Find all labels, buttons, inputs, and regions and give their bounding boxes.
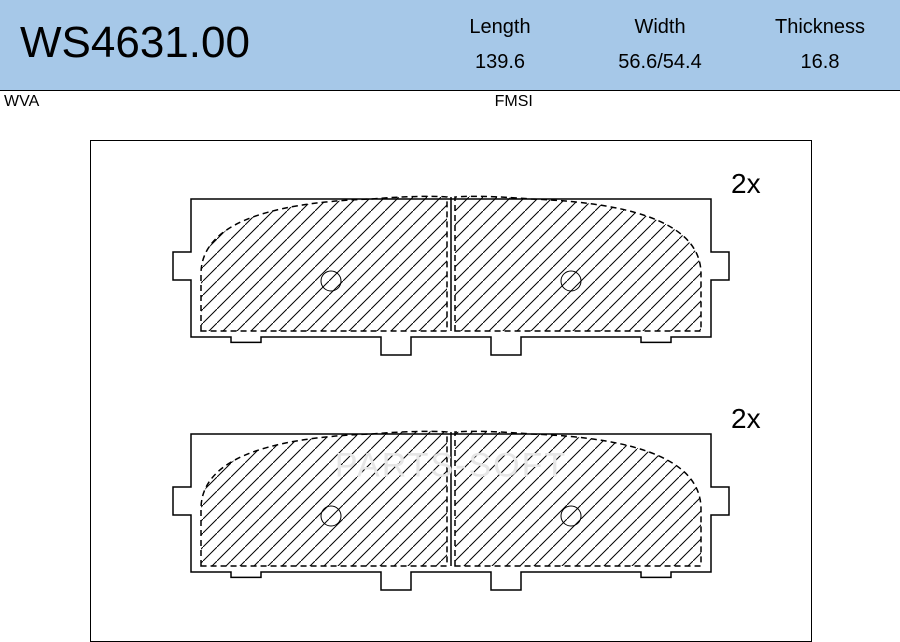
dim-width-value: 56.6/54.4 — [618, 51, 701, 84]
part-number: WS4631.00 — [0, 0, 420, 90]
dimensions-block: Length 139.6 Width 56.6/54.4 Thickness 1… — [420, 0, 900, 90]
svg-text:2x: 2x — [731, 403, 761, 434]
diagram-frame: PARTS-SOFT 2x2x — [90, 140, 812, 642]
subheader-row: WVA FMSI — [0, 91, 900, 111]
dim-width: Width 56.6/54.4 — [580, 0, 740, 90]
dim-thickness-label: Thickness — [775, 6, 865, 39]
dim-length: Length 139.6 — [420, 0, 580, 90]
dim-length-value: 139.6 — [475, 51, 525, 84]
dim-thickness: Thickness 16.8 — [740, 0, 900, 90]
dim-width-label: Width — [634, 6, 685, 39]
brake-pad-diagram: 2x 2x — [91, 141, 811, 641]
svg-text:2x: 2x — [731, 168, 761, 199]
header-row: WS4631.00 Length 139.6 Width 56.6/54.4 T… — [0, 0, 900, 91]
dim-thickness-value: 16.8 — [801, 51, 840, 84]
dim-length-label: Length — [469, 6, 530, 39]
wva-label: WVA — [4, 93, 495, 111]
fmsi-label: FMSI — [495, 93, 896, 111]
